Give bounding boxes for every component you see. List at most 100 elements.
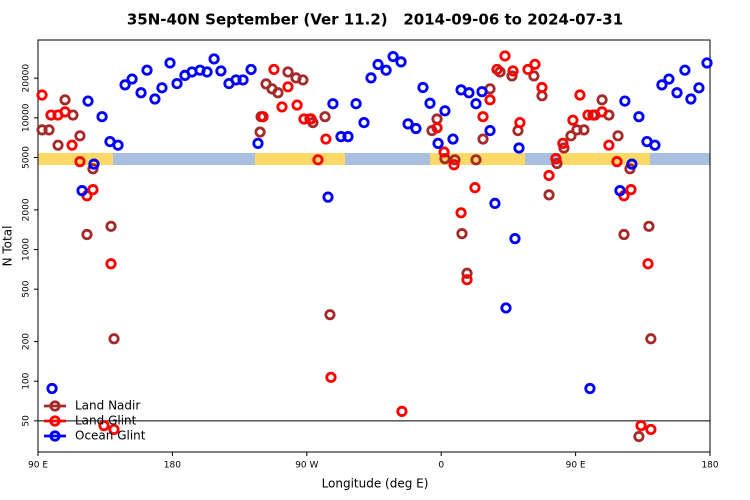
x-tick-label: 90 E [28,461,48,471]
point [543,169,555,182]
point [74,156,86,168]
point [74,130,86,142]
point [76,185,88,197]
point [164,57,176,69]
point [618,228,630,241]
point [268,63,280,76]
point [272,87,284,99]
point [543,189,555,201]
point [291,99,303,111]
point [98,420,110,432]
point [215,65,227,77]
legend-marker [49,430,61,442]
point [565,130,577,142]
point [514,117,526,129]
point [619,95,631,107]
point [491,63,503,76]
point [456,228,468,240]
point [578,124,590,136]
y-tick-label: 500 [22,280,32,297]
point [509,233,521,245]
point [447,133,459,145]
point [282,81,294,93]
point [489,197,501,209]
point [105,258,117,270]
point [135,87,147,99]
point [461,267,473,279]
point [625,184,637,196]
point [108,423,120,436]
point [149,93,161,105]
legend-marker [49,415,61,427]
point [633,430,645,443]
x-tick-label: 90 E [566,461,586,471]
point [257,111,269,123]
point [387,50,399,63]
point [574,89,586,101]
point [558,142,570,154]
point [582,109,594,121]
point [642,258,654,270]
point [342,131,354,143]
x-axis-label: Longitude (deg E) [322,477,429,491]
point [439,153,451,165]
y-tick-label: 1000 [22,238,32,261]
y-tick-label: 10000 [22,103,32,132]
y-tick-label: 200 [22,333,32,350]
point [635,420,647,432]
point [551,157,563,170]
point [463,87,475,99]
point [36,89,48,101]
point [112,139,124,151]
point [461,274,473,286]
point [663,73,675,85]
point [567,114,579,126]
point [679,64,691,76]
point [529,58,541,70]
point [455,207,467,219]
point [522,63,534,76]
point [276,101,288,113]
point [81,228,93,241]
point [431,122,443,134]
y-tick-label: 50 [22,415,32,427]
point [506,70,518,82]
point [88,158,100,170]
point [612,130,624,142]
point [52,139,64,151]
point [484,94,496,106]
point [282,66,294,78]
point [380,64,392,76]
point [484,124,496,137]
point [208,53,220,65]
point [645,333,657,345]
point [252,137,264,149]
legend-label: Land Nadir [75,399,140,413]
point [693,82,705,94]
point [82,95,94,107]
point [448,159,460,171]
point [470,154,482,166]
y-tick-label: 100 [22,372,32,389]
point [507,65,519,77]
y-tick-label: 5000 [22,146,32,169]
point [59,94,71,106]
legend-label: Land Glint [75,414,137,428]
point [325,371,337,383]
point [320,133,332,145]
point [119,79,131,91]
x-tick-label: 180 [164,461,181,471]
point [584,382,596,395]
chart-title: 35N-40N September (Ver 11.2) 2014-09-06 … [127,11,623,29]
point [596,94,608,106]
point [417,81,429,94]
point [633,111,645,123]
point [59,106,71,118]
point [358,117,370,129]
point [126,73,138,85]
point [87,184,99,196]
point [477,133,489,145]
point [424,97,436,109]
